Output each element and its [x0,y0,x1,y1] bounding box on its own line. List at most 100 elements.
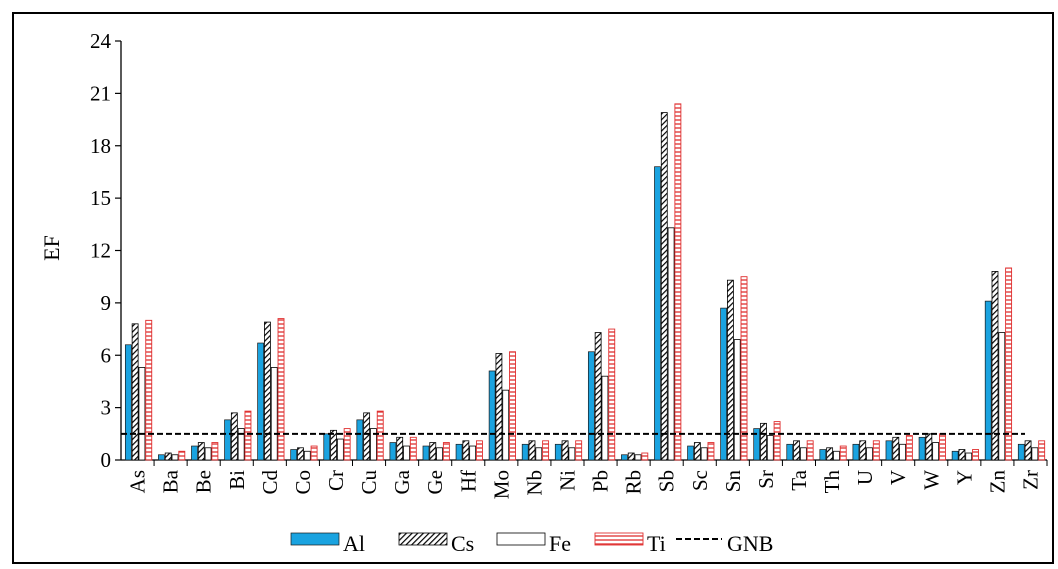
bar-ti-mo [509,351,516,461]
bar-ti-cd [277,318,285,461]
bar-cs-as [131,323,139,461]
y-tick-label: 6 [101,343,112,367]
bar-cs-sc [693,442,701,461]
bar-ti-v [905,435,913,461]
bar-fe-zn [998,332,1006,461]
bar-fe-sr [766,435,774,461]
bar-cs-mo [495,353,503,461]
legend-swatch-ti [594,532,644,546]
bar-ti-zn [1005,267,1013,461]
bar-ti-w [939,433,946,461]
bar-al-as [124,344,132,461]
bar-fe-bi [237,428,245,461]
x-category-label: Ge [423,470,447,495]
x-category-label: Th [820,470,844,494]
bar-fe-as [138,367,146,461]
x-category-label: Sr [754,470,778,489]
x-category-label: Sb [655,470,679,492]
bar-cs-hf [462,440,470,461]
bar-al-hf [455,443,463,461]
bar-fe-nb [535,447,543,461]
bar-al-u [852,443,860,461]
x-category-label: Ni [555,470,579,491]
bar-cs-cr [330,429,337,461]
bar-al-w [918,436,926,461]
bar-al-be [191,445,198,461]
y-tick-label: 0 [101,448,112,472]
bar-cs-sn [727,279,734,461]
bar-fe-ni [568,447,576,461]
bar-fe-cu [370,428,377,461]
legend-swatch-al [290,532,340,546]
bar-fe-th [833,450,840,461]
bar-fe-w [932,442,940,461]
bar-cs-y [958,449,966,461]
bar-cs-sr [760,422,767,461]
bar-fe-rb [634,454,642,461]
bar-ti-zr [1038,440,1046,461]
bar-cs-u [859,440,867,461]
y-tick-label: 3 [101,396,112,420]
bar-fe-y [965,452,973,461]
legend-label-cs: Cs [451,531,474,556]
x-category-label: Sn [721,470,745,493]
x-category-label: Ga [390,469,414,494]
bar-fe-zr [1031,447,1039,461]
y-tick-label: 18 [90,134,111,158]
bar-al-ni [554,443,562,461]
y-tick-label: 21 [90,81,111,105]
bar-al-sc [687,445,694,461]
x-category-label: Pb [589,470,613,492]
x-category-label: Zr [1018,470,1042,490]
x-category-label: Bi [225,470,249,490]
bar-cs-cu [363,412,371,461]
bar-al-pb [587,351,595,461]
bar-cs-cd [264,321,271,461]
bar-cs-sb [660,112,668,461]
x-category-labels: As Ba Be Bi Cd Co Cr Cu Ga Ge Hf Mo Nb Ni Pb Rb Sb Sc Sn Sr… [126,469,1043,499]
bar-cs-bi [230,412,238,461]
bar-al-cd [257,342,264,461]
bar-cs-rb [627,452,635,461]
bar-al-rb [621,454,628,461]
x-category-label: Rb [622,470,646,495]
bar-fe-v [899,443,906,461]
ef-bar-chart: EF 0 3 6 9 12 15 18 21 24 As Ba Be Bi Cd Co Cr Cu Ga Ge Hf… [39,29,1048,556]
bar-ti-hf [476,440,483,461]
y-tick-label: 24 [90,29,112,53]
bar-ti-sb [674,103,682,461]
bar-al-sb [654,166,661,461]
bar-ti-sc [707,442,715,461]
bar-al-mo [488,370,496,461]
x-category-label: Nb [522,470,546,496]
x-category-label: V [886,470,910,485]
bar-al-nb [521,443,529,461]
legend: Al Cs Fe Ti GNB [290,531,773,556]
bar-ti-nb [542,440,550,461]
bar-fe-ge [436,447,443,461]
bar-ti-y [972,449,979,461]
x-category-label: Hf [456,470,480,492]
bar-al-co [290,449,298,461]
y-tick-label: 12 [90,239,111,263]
x-category-label: Mo [489,470,513,499]
bar-ti-ge [442,442,450,461]
bar-fe-cr [336,438,344,461]
bar-ti-sr [773,421,781,461]
bar-ti-cr [343,428,351,461]
bar-al-y [951,450,959,461]
y-axis-label: EF [39,235,64,261]
bar-cs-be [197,442,205,461]
bar-fe-sc [700,447,708,461]
bar-fe-sb [667,227,675,461]
bar-cs-ta [793,440,800,461]
legend-swatch-cs [398,532,448,546]
x-category-label: Zn [985,470,1009,494]
bar-al-cr [323,433,331,461]
bar-cs-co [297,447,304,461]
bar-ti-u [872,440,880,461]
bar-ti-as [145,319,153,461]
x-category-label: Ta [787,469,811,490]
bar-cs-zr [1024,440,1032,461]
bar-al-ta [786,443,794,461]
